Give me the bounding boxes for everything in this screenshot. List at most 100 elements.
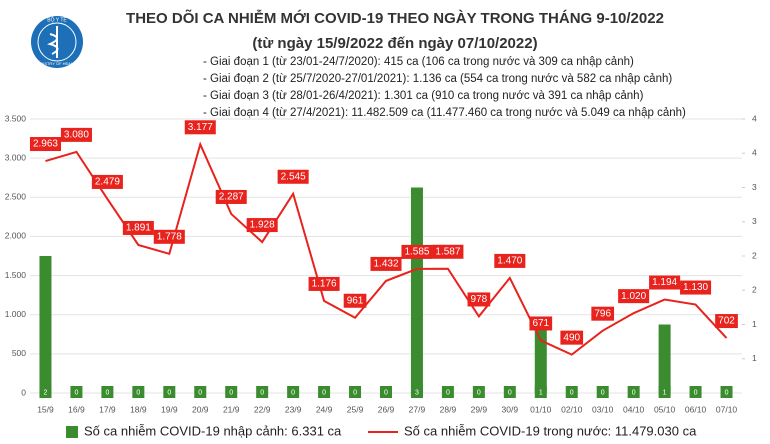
bar-label: 0 <box>353 389 357 396</box>
y2-tick-label: 1 <box>752 353 757 363</box>
data-label-text: 1.130 <box>683 282 708 293</box>
x-tick-label: 30/9 <box>502 404 519 414</box>
x-tick-label: 25/9 <box>347 404 364 414</box>
data-label: 1.470 <box>494 253 526 268</box>
data-label-box <box>467 292 491 307</box>
bar-label-box <box>39 386 52 398</box>
y2-tick-label: 3 <box>752 216 757 226</box>
data-label-text: 1.891 <box>126 223 151 234</box>
data-label: 2.963 <box>29 137 61 152</box>
bar-label: 0 <box>291 389 295 396</box>
y2-tick-label: 4 <box>752 113 757 123</box>
logo-ring <box>37 22 77 62</box>
bar-label-box <box>70 386 83 398</box>
logo: BỘ Y TẾ MINISTRY OF HEALTH <box>31 16 83 68</box>
x-tick-label: 27/9 <box>409 404 426 414</box>
data-label-box <box>649 275 681 290</box>
y-tick-label: 2.500 <box>5 192 27 202</box>
bar-label: 0 <box>229 389 233 396</box>
bar-label-box <box>287 386 300 398</box>
legend-label: Số ca nhiễm COVID-19 trong nước: 11.479.… <box>404 423 697 438</box>
bar-label: 0 <box>632 389 636 396</box>
bar-label: 1 <box>663 389 667 396</box>
data-label-text: 2.963 <box>33 139 58 150</box>
bar-label: 0 <box>446 389 450 396</box>
data-label-text: 1.194 <box>652 277 677 288</box>
x-tick-label: 04/10 <box>623 404 645 414</box>
bar-label: 1 <box>539 389 543 396</box>
bar-label: 0 <box>105 389 109 396</box>
data-label: 3.080 <box>60 127 92 142</box>
annotation: - Giai đoạn 4 (từ 27/4/2021): 11.482.509… <box>203 107 686 119</box>
y-tick-label: 500 <box>12 348 26 358</box>
x-tick-label: 15/9 <box>37 404 54 414</box>
data-label-text: 961 <box>347 295 364 306</box>
x-tick-label: 21/9 <box>223 404 240 414</box>
y2-tick-label: 4 <box>752 148 757 158</box>
bar-label: 0 <box>260 389 264 396</box>
data-label: 490 <box>560 330 584 345</box>
bar-label-box <box>225 386 238 398</box>
y-tick-label: 0 <box>21 387 26 397</box>
bar-label: 0 <box>384 389 388 396</box>
x-tick-label: 02/10 <box>561 404 583 414</box>
data-label-box <box>277 169 309 184</box>
data-label-text: 1.020 <box>621 291 646 302</box>
y-tick-label: 1.500 <box>5 270 27 280</box>
x-tick-label: 06/10 <box>685 404 707 414</box>
bar-label-box <box>441 386 454 398</box>
bar-label: 0 <box>725 389 729 396</box>
bar-label: 2 <box>44 389 48 396</box>
bar <box>39 256 52 393</box>
annotation: - Giai đoạn 1 (từ 23/01-24/7/2020): 415 … <box>203 56 634 68</box>
bar <box>534 324 547 393</box>
bar-label-box <box>503 386 516 398</box>
data-label-text: 978 <box>471 294 488 305</box>
data-label-box <box>370 256 402 271</box>
data-label-text: 490 <box>563 332 580 343</box>
data-label: 3.177 <box>184 120 216 135</box>
bar-label-box <box>596 386 609 398</box>
data-label-box <box>153 229 185 244</box>
bar-label: 0 <box>694 389 698 396</box>
data-label: 1.928 <box>246 218 278 233</box>
data-label-box <box>29 137 61 152</box>
data-label: 2.545 <box>277 169 309 184</box>
data-label-text: 796 <box>594 308 611 319</box>
x-tick-label: 20/9 <box>192 404 209 414</box>
data-label-text: 1.778 <box>157 231 182 242</box>
bar-label: 0 <box>601 389 605 396</box>
data-label: 1.587 <box>432 244 464 259</box>
x-tick-label: 23/9 <box>285 404 302 414</box>
legend-swatch <box>66 426 78 438</box>
bar-label-box <box>349 386 362 398</box>
data-label: 1.585 <box>401 244 433 259</box>
data-label-box <box>343 293 367 308</box>
bar-label-box <box>534 386 547 398</box>
bar-label-box <box>101 386 114 398</box>
bar-label-box <box>163 386 176 398</box>
bar-label-box <box>627 386 640 398</box>
data-label-text: 2.479 <box>95 177 120 188</box>
data-label: 1.891 <box>122 220 154 235</box>
bar-label: 0 <box>198 389 202 396</box>
bar-label-box <box>720 386 733 398</box>
y2-tick-label: 1 <box>752 319 757 329</box>
legend-label: Số ca nhiễm COVID-19 nhập cảnh: 6.331 ca <box>84 423 342 438</box>
bar-label-box <box>472 386 485 398</box>
x-tick-label: 18/9 <box>130 404 147 414</box>
data-label-text: 2.545 <box>281 171 306 182</box>
data-label-text: 702 <box>718 316 735 327</box>
x-tick-label: 17/9 <box>99 404 116 414</box>
data-label-text: 1.928 <box>250 220 275 231</box>
data-label-box <box>122 220 154 235</box>
bar-label: 0 <box>322 389 326 396</box>
data-label: 1.432 <box>370 256 402 271</box>
logo-symbol <box>47 26 59 58</box>
data-label: 2.287 <box>215 189 247 204</box>
x-tick-label: 29/9 <box>471 404 488 414</box>
y-tick-label: 3.500 <box>5 113 27 123</box>
bar-label-box <box>380 386 392 398</box>
data-label: 2.479 <box>91 174 123 189</box>
data-label: 671 <box>529 316 553 331</box>
